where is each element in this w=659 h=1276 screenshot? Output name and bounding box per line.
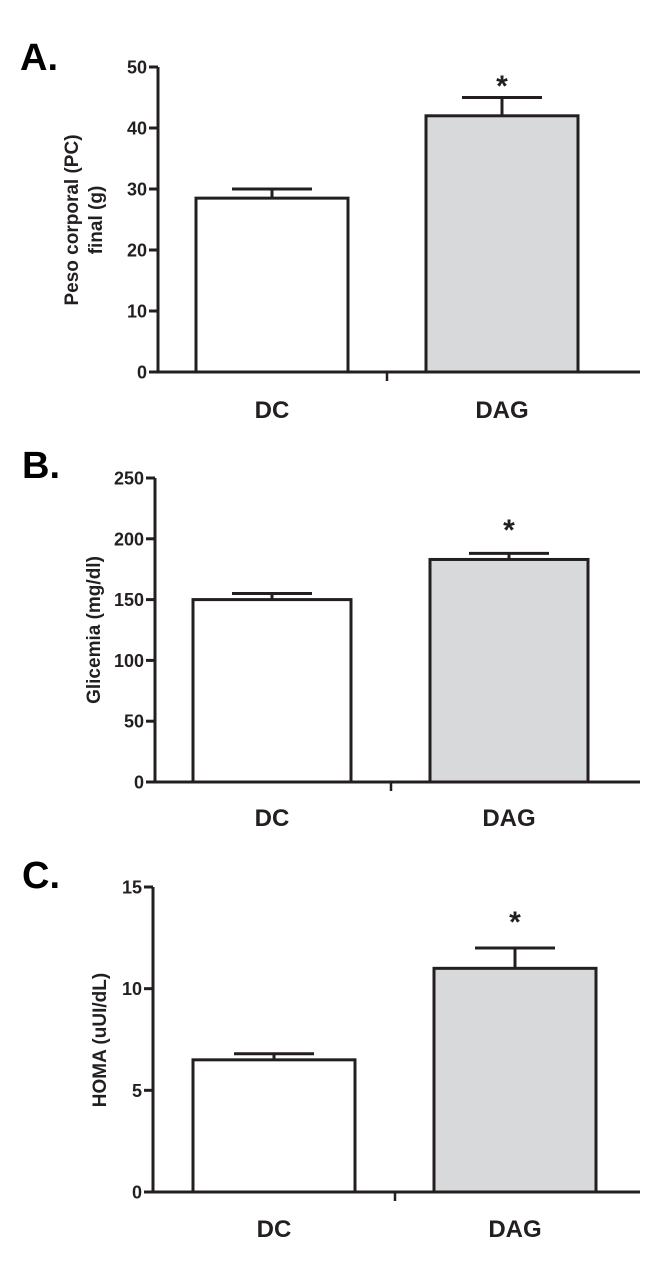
significance-marker: *	[496, 70, 508, 103]
y-tick-label: 250	[114, 469, 144, 489]
x-tick-label: DAG	[475, 397, 528, 424]
y-tick-label: 100	[114, 651, 144, 671]
y-axis-label: HOMA (uUI/dL)	[90, 973, 111, 1107]
y-axis-label: final (g)	[86, 186, 107, 255]
y-tick-label: 20	[127, 241, 147, 261]
bar-dc	[191, 598, 353, 784]
x-tick-label: DAG	[482, 805, 535, 832]
x-tick-label: DC	[255, 805, 290, 832]
y-tick-label: 50	[124, 712, 144, 732]
significance-marker: *	[503, 514, 515, 547]
y-tick-label: 10	[127, 302, 147, 322]
y-axis-label: Glicemia (mg/dl)	[84, 556, 105, 704]
y-tick-label: 0	[132, 1183, 142, 1203]
y-axis-label: Peso corporal (PC)	[62, 134, 83, 305]
x-tick-label: DAG	[488, 1216, 541, 1243]
bar-dc	[194, 196, 350, 374]
bar-dag	[424, 114, 580, 374]
y-tick-label: 0	[134, 773, 144, 793]
x-tick-label: DC	[257, 1216, 292, 1243]
y-tick-label: 0	[137, 363, 147, 383]
y-tick-label: 200	[114, 529, 144, 549]
x-tick-label: DC	[255, 397, 290, 424]
significance-marker: *	[509, 906, 521, 939]
y-tick-label: 15	[122, 878, 142, 898]
y-tick-label: 30	[127, 180, 147, 200]
bar-dc	[191, 1058, 357, 1194]
y-tick-label: 10	[122, 979, 142, 999]
panel-label: B.	[22, 445, 60, 487]
y-tick-label: 150	[114, 590, 144, 610]
panel-label: C.	[22, 855, 60, 897]
bar-dag	[432, 966, 598, 1194]
y-tick-label: 5	[132, 1081, 142, 1101]
bar-dag	[428, 557, 590, 784]
y-tick-label: 50	[127, 58, 147, 78]
y-tick-label: 40	[127, 119, 147, 139]
panel-label: A.	[20, 37, 58, 79]
